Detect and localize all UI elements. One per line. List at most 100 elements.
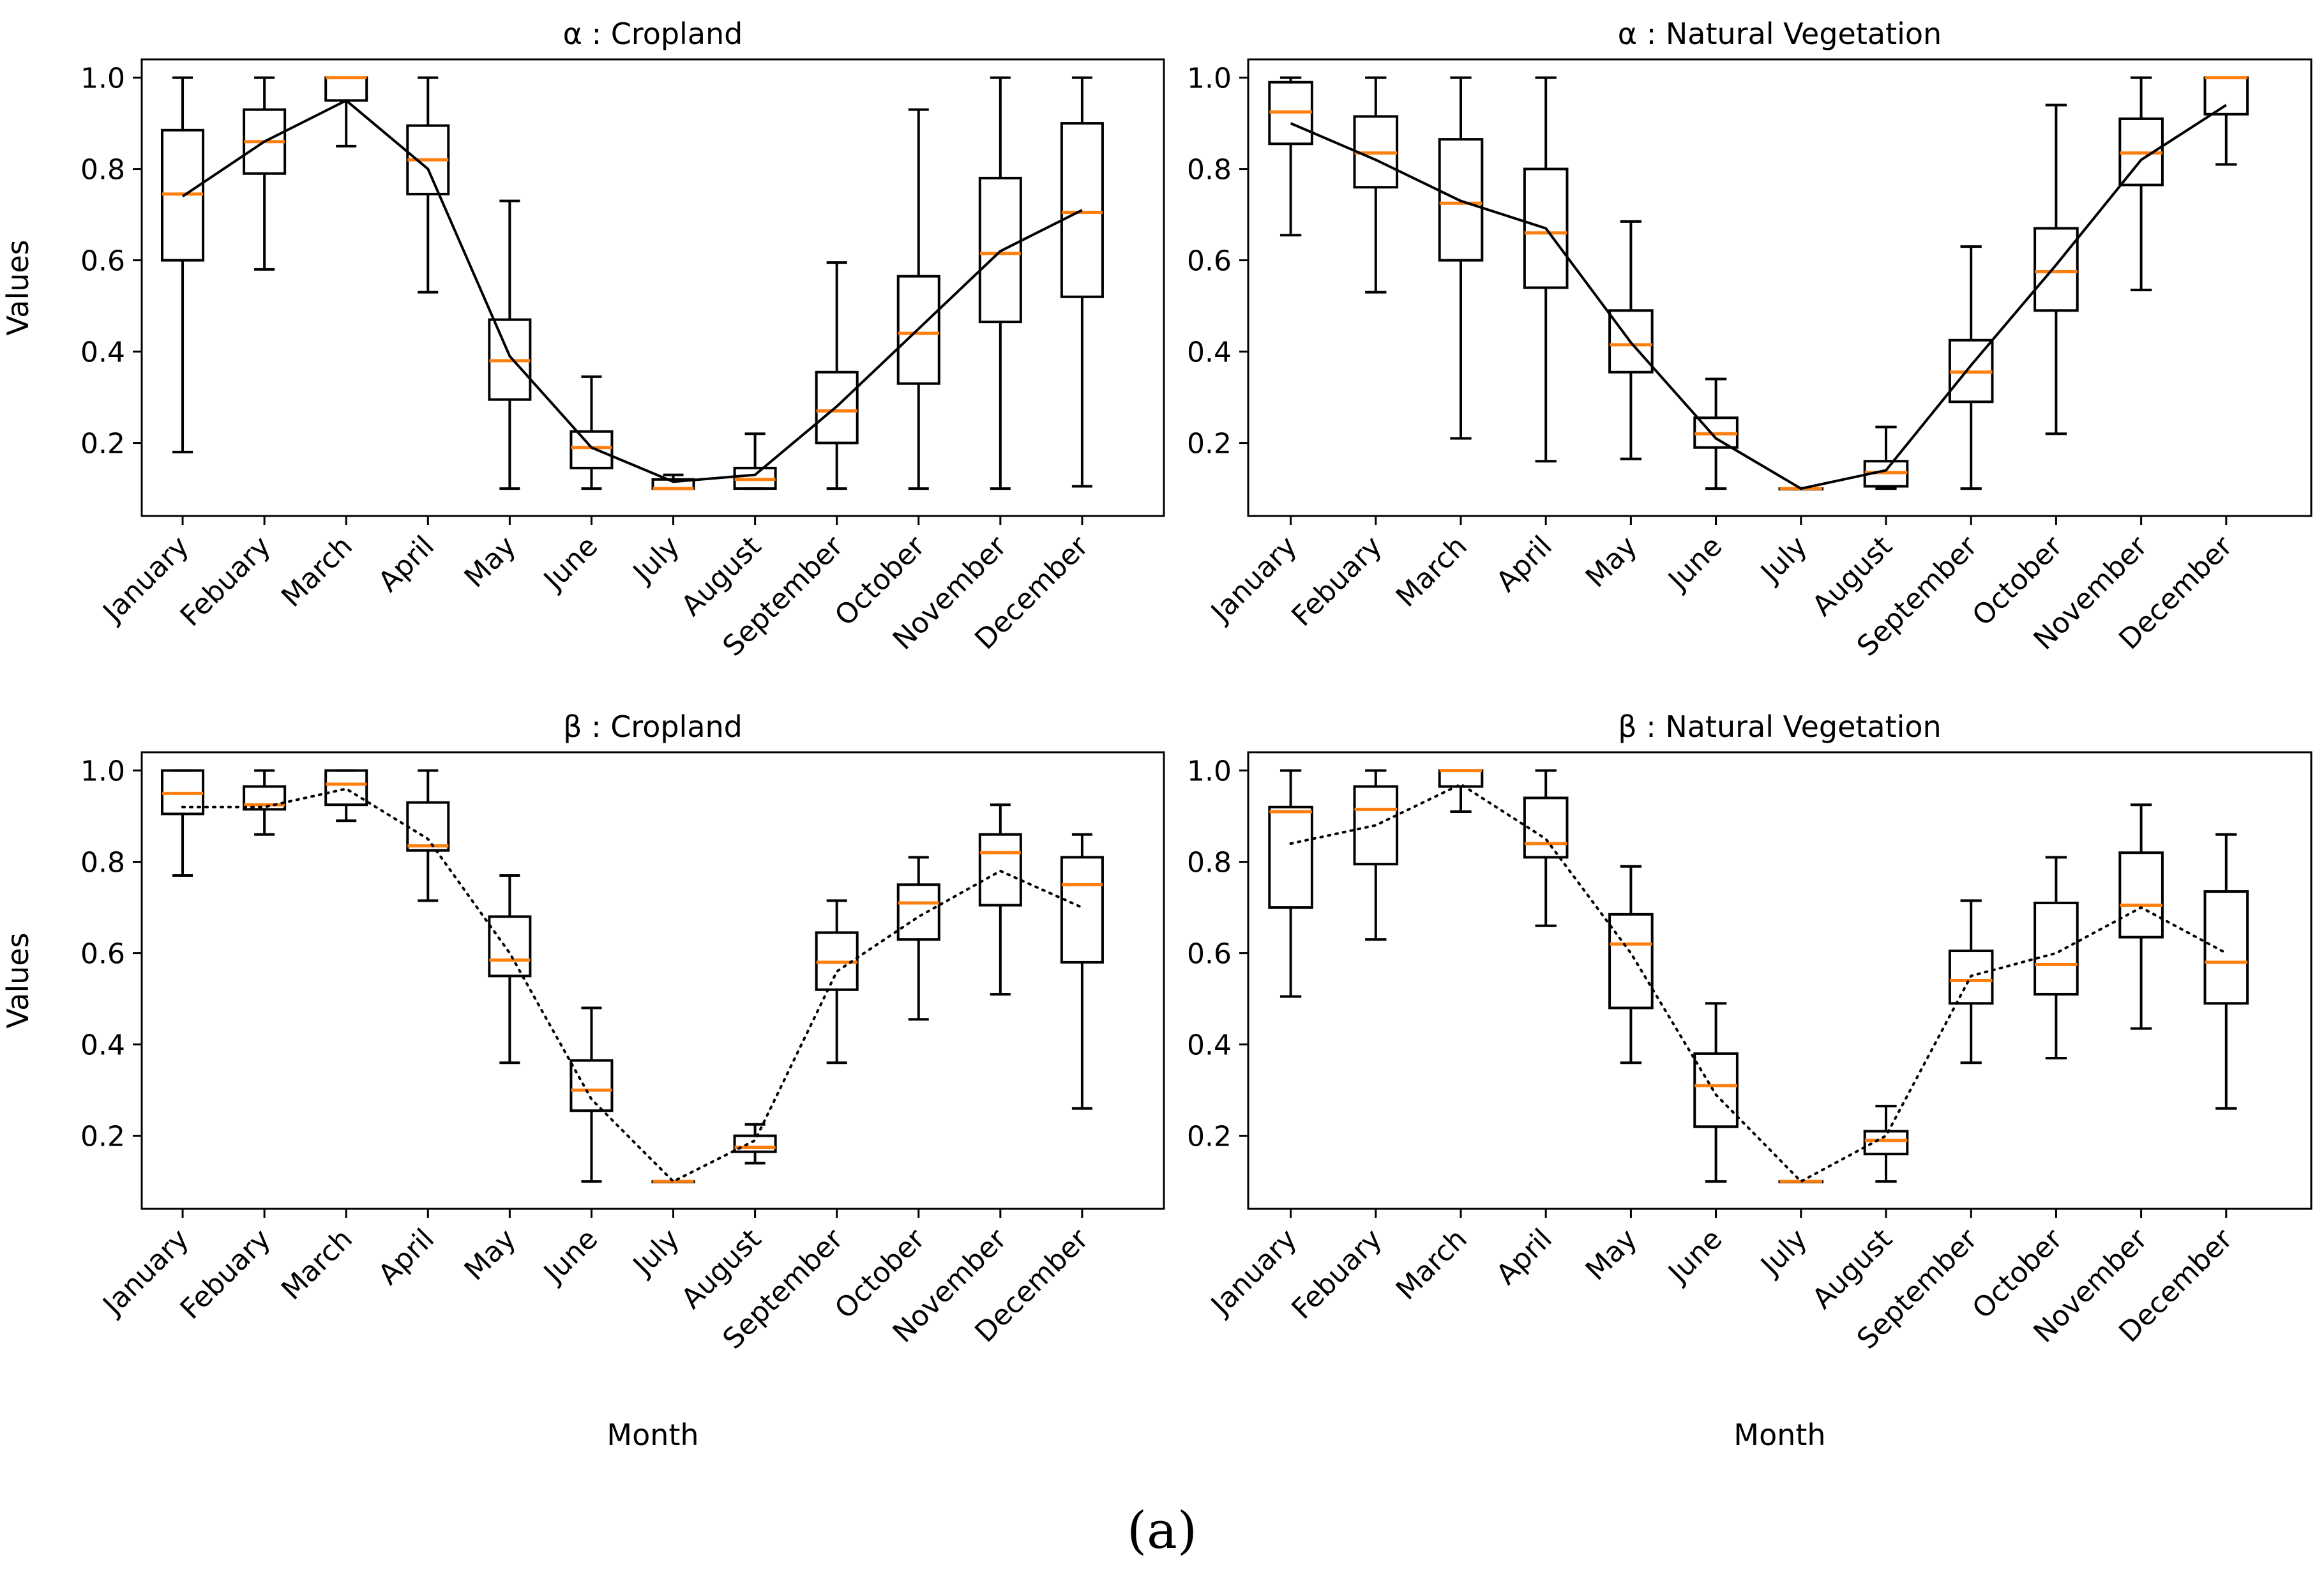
box-may [488,199,532,490]
chart-panel-2: α : Natural Vegetation 0.2 0.4 0.6 0.8 1.0 Jan… [1187,17,2313,663]
y-tick-label: 1.0 [80,63,125,95]
iqr-box [2203,890,2249,1005]
x-tick-label: April [1490,1223,1558,1291]
box-febuary [243,76,287,271]
x-tick-label: June [536,530,604,598]
iqr-box [896,883,940,941]
y-tick-label: 0.4 [80,1029,125,1062]
x-tick-label: March [1390,1223,1474,1307]
trend-line [181,787,1083,1183]
iqr-box [1608,913,1654,1010]
x-tick-label: Febuary [174,530,277,633]
y-tick-label: 0.8 [1187,154,1232,186]
y-tick-label: 0.4 [1187,337,1232,369]
y-tick-label: 0.6 [80,245,125,278]
iqr-box [243,785,287,811]
iqr-box [2033,227,2079,312]
iqr-box [406,801,450,852]
figure-caption: (a) [1126,1501,1198,1560]
box-march [1438,769,1484,813]
iqr-box [733,1134,777,1153]
iqr-box [1523,167,1569,289]
trend-line [181,99,1083,483]
y-tick-label: 1.0 [1187,63,1232,95]
x-tick-label: April [372,530,441,598]
y-axis-label: Values [1,932,35,1028]
box-january [1268,76,1313,237]
x-tick-label: April [372,1223,441,1291]
iqr-box [488,915,532,978]
box-febuary [1353,76,1399,294]
y-tick-label: 0.2 [80,1121,125,1153]
x-tick-label: Febuary [174,1223,277,1326]
x-tick-label: March [1390,530,1474,614]
box-january [161,769,205,877]
box-november [2118,803,2164,1030]
iqr-box [978,833,1022,907]
y-tick-label: 0.2 [1187,428,1232,460]
x-tick-label: May [458,530,522,594]
iqr-box [324,76,368,102]
iqr-box [324,769,368,807]
x-tick-label: May [458,1223,522,1287]
x-tick-label: Febuary [1285,530,1388,633]
box-september [1948,245,1994,490]
iqr-box [1608,309,1654,374]
iqr-box [2033,901,2079,996]
y-tick-label: 0.4 [1187,1029,1232,1062]
iqr-box [896,275,940,385]
chart-panel-1: α : Cropland0.20.40.60.81.0ValuesJanuary… [1,17,1165,663]
x-tick-label: March [275,1223,359,1307]
iqr-box [2203,76,2249,116]
box-july [651,473,695,490]
iqr-box [1060,856,1104,964]
iqr-box [1060,122,1104,298]
trend-line [1290,103,2227,490]
y-tick-label: 1.0 [1187,755,1232,788]
box-october [2033,103,2079,436]
box-june [570,1006,614,1183]
box-june [1693,377,1739,490]
box-november [978,76,1022,490]
box-september [1948,899,1994,1065]
x-tick-label: Febuary [1285,1223,1388,1326]
box-april [406,76,450,294]
iqr-box [978,176,1022,324]
iqr-box [2118,851,2164,939]
x-tick-label: July [626,1223,686,1283]
box-december [1060,833,1104,1110]
chart-title: β : Natural Vegetation [1618,709,1941,744]
box-may [1608,220,1654,460]
iqr-box [1863,1130,1909,1156]
x-tick-label: May [1580,530,1643,594]
box-may [488,874,532,1065]
y-tick-label: 0.2 [1187,1121,1232,1153]
iqr-box [570,430,614,469]
iqr-box [1693,1052,1739,1128]
x-tick-label: June [1661,1223,1728,1291]
box-febuary [243,769,287,836]
box-august [733,432,777,490]
y-axis-label: Values [1,239,35,335]
box-january [161,76,205,453]
box-march [324,769,368,822]
box-august [1863,1105,1909,1183]
y-tick-label: 0.6 [1187,938,1232,971]
box-november [978,803,1022,996]
box-may [1608,865,1654,1065]
box-march [1438,76,1484,440]
x-tick-label: January [1204,530,1303,630]
chart-title: β : Cropland [563,709,743,744]
iqr-box [1353,785,1399,866]
y-tick-label: 0.8 [80,847,125,879]
box-november [2118,76,2164,292]
box-august [733,1123,777,1165]
box-december [2203,76,2249,166]
iqr-box [815,370,859,444]
y-tick-label: 1.0 [80,755,125,788]
box-september [815,261,859,490]
box-september [815,899,859,1065]
iqr-box [1438,138,1484,262]
x-tick-label: April [1490,530,1558,598]
